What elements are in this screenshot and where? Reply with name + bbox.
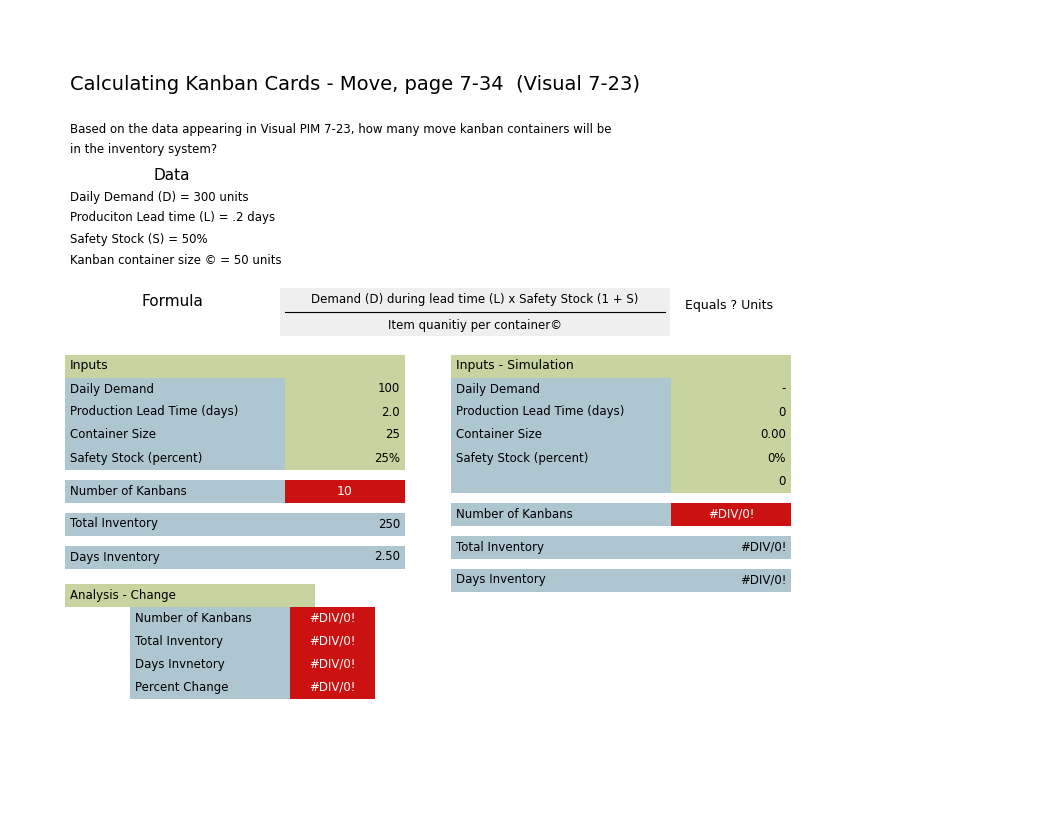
Bar <box>65 584 315 607</box>
Text: Days Inventory: Days Inventory <box>70 551 159 564</box>
Text: Total Inventory: Total Inventory <box>456 541 544 553</box>
Text: Analysis - Change: Analysis - Change <box>70 589 176 602</box>
Bar <box>451 569 671 592</box>
Text: Days Inventory: Days Inventory <box>456 574 546 587</box>
Text: Container Size: Container Size <box>456 428 542 441</box>
Bar <box>285 513 405 536</box>
Text: 25: 25 <box>386 428 400 441</box>
Text: Production Lead Time (days): Production Lead Time (days) <box>70 405 238 418</box>
Text: Inputs - Simulation: Inputs - Simulation <box>456 359 573 372</box>
Bar <box>65 424 285 447</box>
Bar <box>65 378 285 401</box>
Text: Daily Demand: Daily Demand <box>456 382 539 395</box>
Bar <box>671 401 791 424</box>
Text: Days Invnetory: Days Invnetory <box>135 658 225 671</box>
Bar <box>285 480 405 503</box>
Bar <box>451 470 671 493</box>
Text: Safety Stock (percent): Safety Stock (percent) <box>70 451 203 464</box>
Bar <box>671 447 791 470</box>
Text: Item quanitiy per container©: Item quanitiy per container© <box>388 318 562 331</box>
Text: Equals ? Units: Equals ? Units <box>685 298 773 312</box>
Bar <box>130 676 290 699</box>
Text: Number of Kanbans: Number of Kanbans <box>70 484 187 497</box>
Bar <box>451 503 671 526</box>
Bar <box>65 447 285 470</box>
Bar <box>65 513 285 536</box>
Bar <box>290 630 375 653</box>
Bar <box>671 378 791 401</box>
Bar <box>451 378 671 401</box>
Bar <box>65 480 285 503</box>
Bar <box>285 424 405 447</box>
Text: Safety Stock (percent): Safety Stock (percent) <box>456 451 588 464</box>
Text: Based on the data appearing in Visual PIM 7-23, how many move kanban containers : Based on the data appearing in Visual PI… <box>70 123 612 136</box>
Bar <box>130 607 290 630</box>
Text: Total Inventory: Total Inventory <box>70 518 158 530</box>
Text: Production Lead Time (days): Production Lead Time (days) <box>456 405 624 418</box>
Bar <box>671 569 791 592</box>
Text: Calculating Kanban Cards - Move, page 7-34  (Visual 7-23): Calculating Kanban Cards - Move, page 7-… <box>70 76 640 95</box>
Bar <box>285 546 405 569</box>
Text: Safety Stock (S) = 50%: Safety Stock (S) = 50% <box>70 233 208 246</box>
Bar <box>130 653 290 676</box>
Text: 2.50: 2.50 <box>374 551 400 564</box>
Text: #DIV/0!: #DIV/0! <box>309 612 355 625</box>
Bar <box>451 447 671 470</box>
Bar <box>671 536 791 559</box>
Bar <box>451 401 671 424</box>
Text: #DIV/0!: #DIV/0! <box>707 507 754 520</box>
Text: #DIV/0!: #DIV/0! <box>309 635 355 648</box>
Bar <box>285 401 405 424</box>
Text: Data: Data <box>154 168 190 182</box>
Text: Kanban container size © = 50 units: Kanban container size © = 50 units <box>70 253 281 266</box>
Bar <box>451 424 671 447</box>
Bar <box>65 355 405 378</box>
Bar <box>671 503 791 526</box>
Bar <box>65 401 285 424</box>
Text: #DIV/0!: #DIV/0! <box>739 541 786 553</box>
Bar <box>290 653 375 676</box>
Bar <box>285 447 405 470</box>
Bar <box>290 607 375 630</box>
Bar <box>451 536 671 559</box>
Bar <box>65 546 285 569</box>
Text: 0.00: 0.00 <box>760 428 786 441</box>
Text: 100: 100 <box>378 382 400 395</box>
Text: Daily Demand: Daily Demand <box>70 382 154 395</box>
Bar <box>671 470 791 493</box>
Text: 10: 10 <box>337 484 353 497</box>
Text: Number of Kanbans: Number of Kanbans <box>135 612 252 625</box>
Bar <box>285 378 405 401</box>
Text: 0: 0 <box>778 474 786 487</box>
Text: Demand (D) during lead time (L) x Safety Stock (1 + S): Demand (D) during lead time (L) x Safety… <box>311 293 638 306</box>
Text: Percent Change: Percent Change <box>135 681 228 694</box>
Bar <box>290 676 375 699</box>
Text: Container Size: Container Size <box>70 428 156 441</box>
Text: Formula: Formula <box>141 294 203 310</box>
Text: in the inventory system?: in the inventory system? <box>70 144 217 156</box>
Text: -: - <box>782 382 786 395</box>
Text: 25%: 25% <box>374 451 400 464</box>
Text: 0%: 0% <box>768 451 786 464</box>
Text: 2.0: 2.0 <box>381 405 400 418</box>
Text: Total Inventory: Total Inventory <box>135 635 223 648</box>
Text: Daily Demand (D) = 300 units: Daily Demand (D) = 300 units <box>70 191 249 204</box>
Text: 250: 250 <box>378 518 400 530</box>
Bar <box>280 288 670 336</box>
Bar <box>451 355 791 378</box>
Text: #DIV/0!: #DIV/0! <box>309 681 355 694</box>
Bar <box>130 630 290 653</box>
Text: #DIV/0!: #DIV/0! <box>309 658 355 671</box>
Text: Produciton Lead time (L) = .2 days: Produciton Lead time (L) = .2 days <box>70 211 275 224</box>
Text: #DIV/0!: #DIV/0! <box>739 574 786 587</box>
Text: Number of Kanbans: Number of Kanbans <box>456 507 572 520</box>
Bar <box>671 424 791 447</box>
Text: Inputs: Inputs <box>70 359 108 372</box>
Text: 0: 0 <box>778 405 786 418</box>
